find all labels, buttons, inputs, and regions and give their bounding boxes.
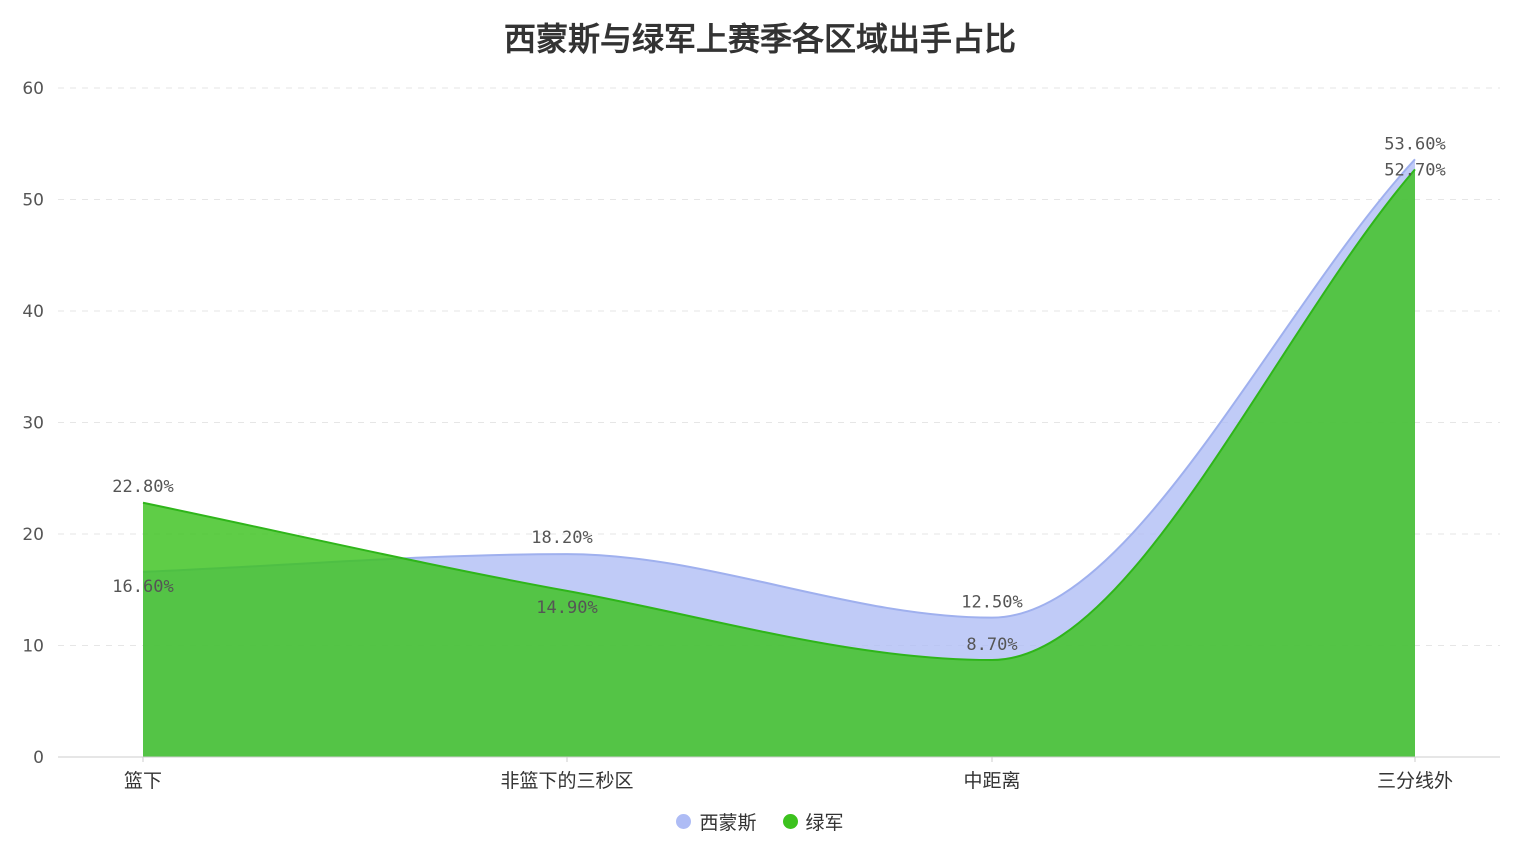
legend-marker-celtics: [782, 814, 798, 829]
data-label: 12.50%: [961, 593, 1022, 613]
data-label: 53.60%: [1384, 134, 1445, 154]
data-label: 8.70%: [966, 635, 1017, 655]
y-tick-label: 0: [33, 748, 44, 768]
legend-label-simmons: 西蒙斯: [699, 812, 757, 834]
legend-item-celtics[interactable]: 绿军: [782, 808, 844, 835]
y-tick-label: 20: [22, 525, 44, 545]
data-label: 18.20%: [531, 528, 592, 548]
y-tick-label: 40: [22, 302, 44, 322]
area-chart: 0 10 20 30 40 50 60 篮下 非篮下的三秒区 中距离 三分线外 16.60% 18.20…: [22, 79, 1500, 792]
legend: 西蒙斯 绿军: [0, 808, 1520, 835]
y-tick-label: 10: [22, 637, 44, 657]
y-tick-label: 30: [22, 414, 44, 434]
legend-item-simmons[interactable]: 西蒙斯: [676, 808, 757, 835]
chart-title: 西蒙斯与绿军上赛季各区域出手占比: [503, 20, 1016, 58]
y-tick-label: 50: [22, 191, 44, 211]
series-line-celtics: [142, 168, 1416, 661]
series-area-celtics: [143, 169, 1415, 757]
y-tick-label: 60: [22, 79, 44, 99]
data-label: 16.60%: [112, 577, 173, 597]
data-label: 52.70%: [1384, 160, 1445, 180]
x-tick-label: 三分线外: [1377, 770, 1453, 792]
x-tick-label: 非篮下的三秒区: [500, 770, 633, 792]
x-tick-label: 中距离: [963, 770, 1020, 792]
legend-marker-simmons: [676, 814, 692, 829]
data-label: 14.90%: [536, 598, 597, 618]
x-tick-label: 篮下: [124, 770, 162, 792]
data-label: 22.80%: [112, 477, 173, 497]
legend-label-celtics: 绿军: [805, 812, 844, 834]
